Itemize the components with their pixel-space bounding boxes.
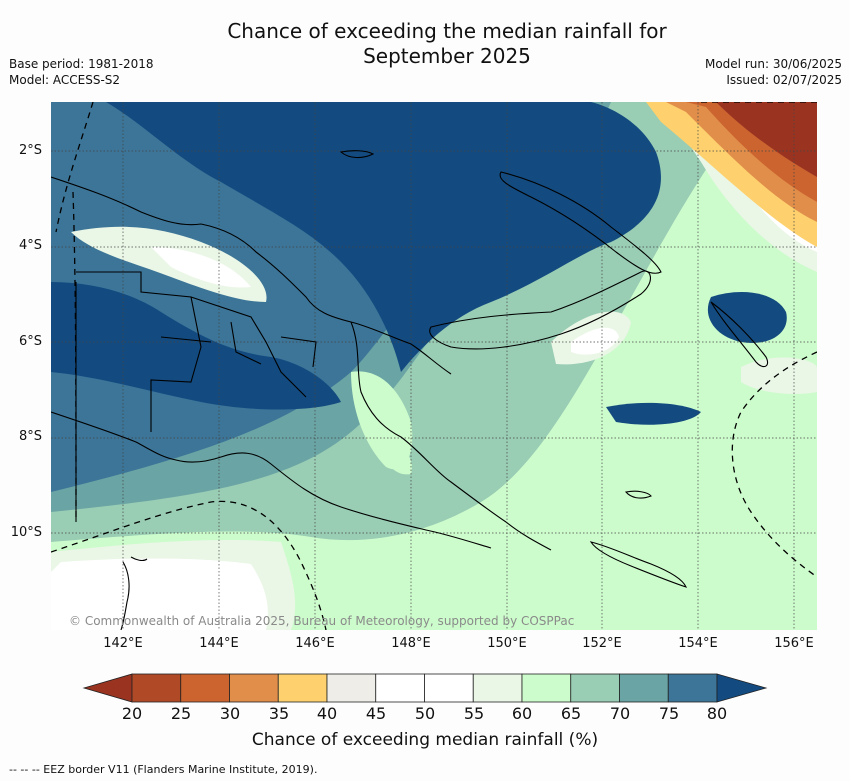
colorbar-segment <box>667 673 718 703</box>
colorbar-title: Chance of exceeding median rainfall (%) <box>251 730 599 750</box>
light-patch-gulf <box>351 371 413 470</box>
colorbar-tick-45: 45 <box>365 704 387 723</box>
colorbar-segment <box>180 673 230 703</box>
colorbar-tick-30: 30 <box>219 704 241 723</box>
colorbar-extend-high <box>716 673 768 703</box>
coastlines <box>51 150 769 630</box>
title-line-2: September 2025 <box>363 44 531 68</box>
white-patch-east <box>571 327 619 355</box>
band-above-80-east <box>707 292 787 343</box>
papuan-peninsula <box>350 321 552 551</box>
rainfall-map <box>51 102 817 630</box>
eez-west <box>72 191 77 523</box>
eez-footnote: -- -- -- EEZ border V11 (Flanders Marine… <box>9 763 318 776</box>
light-patch-milne <box>381 442 412 475</box>
colorbar-segment <box>472 673 523 703</box>
cape-york-tip <box>120 561 130 630</box>
colorbar-tick-75: 75 <box>658 704 680 723</box>
colorbar-segment <box>619 673 669 703</box>
lon-label-142e: 142°E <box>103 636 143 651</box>
eez-north <box>55 102 94 233</box>
colorbar-tick-55: 55 <box>463 704 485 723</box>
graticule <box>51 102 817 630</box>
lon-label-146e: 146°E <box>295 636 335 651</box>
colorbar-tick-40: 40 <box>316 704 338 723</box>
right-meta: Model run: 30/06/2025 Issued: 02/07/2025 <box>705 56 842 88</box>
lon-label-148e: 148°E <box>391 636 431 651</box>
colorbar-segment <box>277 673 328 703</box>
band-above-80-west <box>51 282 341 410</box>
colorbar-tick-20: 20 <box>121 704 143 723</box>
lat-label-2s: 2°S <box>18 143 42 158</box>
colorbar-tick-80: 80 <box>706 704 728 723</box>
colorbar-segment <box>424 673 474 703</box>
band-above-80-south <box>606 402 701 425</box>
new-guinea-south-coast <box>51 411 492 549</box>
title-line-1: Chance of exceeding the median rainfall … <box>227 19 667 43</box>
lon-label-150e: 150°E <box>487 636 527 651</box>
lat-label-8s: 8°S <box>18 429 42 444</box>
province-borders <box>76 271 317 432</box>
model-run: Model run: 30/06/2025 <box>704 57 842 71</box>
model-name: Model: ACCESS-S2 <box>9 73 121 87</box>
left-meta: Base period: 1981-2018 Model: ACCESS-S2 <box>9 56 154 88</box>
new-ireland <box>499 171 662 274</box>
colorbar-segment <box>375 673 425 703</box>
eez-southeast <box>731 351 817 578</box>
copyright-notice: © Commonwealth of Australia 2025, Bureau… <box>69 614 575 628</box>
colorbar-segment <box>131 673 182 703</box>
colorbar <box>82 673 768 703</box>
lon-label-156e: 156°E <box>774 636 814 651</box>
colorbar-segment <box>326 673 377 703</box>
colorbar-segment <box>570 673 620 703</box>
new-britain <box>429 270 651 350</box>
lat-label-4s: 4°S <box>18 238 42 253</box>
colorbar-tick-25: 25 <box>170 704 192 723</box>
lon-label-154e: 154°E <box>678 636 718 651</box>
woodlark-islands <box>624 490 652 499</box>
colorbar-segment <box>521 673 572 703</box>
light-patch-se <box>741 357 817 394</box>
band-60-65 <box>51 102 817 630</box>
colorbar-tick-65: 65 <box>560 704 582 723</box>
lat-label-6s: 6°S <box>18 334 42 349</box>
torres-strait-islands <box>130 556 148 562</box>
bougainville <box>710 301 769 368</box>
colorbar-tick-60: 60 <box>511 704 533 723</box>
base-period: Base period: 1981-2018 <box>9 57 154 71</box>
manus-island <box>339 150 375 159</box>
colorbar-segment <box>229 673 279 703</box>
white-patch-highlands <box>151 247 251 288</box>
issued-date: Issued: 02/07/2025 <box>726 73 842 87</box>
colorbar-tick-35: 35 <box>268 704 290 723</box>
eez-borders <box>51 102 817 630</box>
colorbar-tick-70: 70 <box>609 704 631 723</box>
map-title: Chance of exceeding the median rainfall … <box>150 19 744 69</box>
colorbar-extend-low <box>82 673 133 703</box>
colorbar-tick-50: 50 <box>414 704 436 723</box>
new-guinea-north-coast <box>51 176 452 375</box>
lon-label-144e: 144°E <box>199 636 239 651</box>
band-45-55 <box>51 558 268 630</box>
lat-label-10s: 10°S <box>10 525 42 540</box>
map-canvas <box>51 102 817 630</box>
louisiade-islands <box>589 541 687 588</box>
band-above-80 <box>51 102 661 372</box>
eez-south <box>51 500 327 630</box>
band-20-25 <box>701 102 817 177</box>
lon-label-152e: 152°E <box>582 636 622 651</box>
